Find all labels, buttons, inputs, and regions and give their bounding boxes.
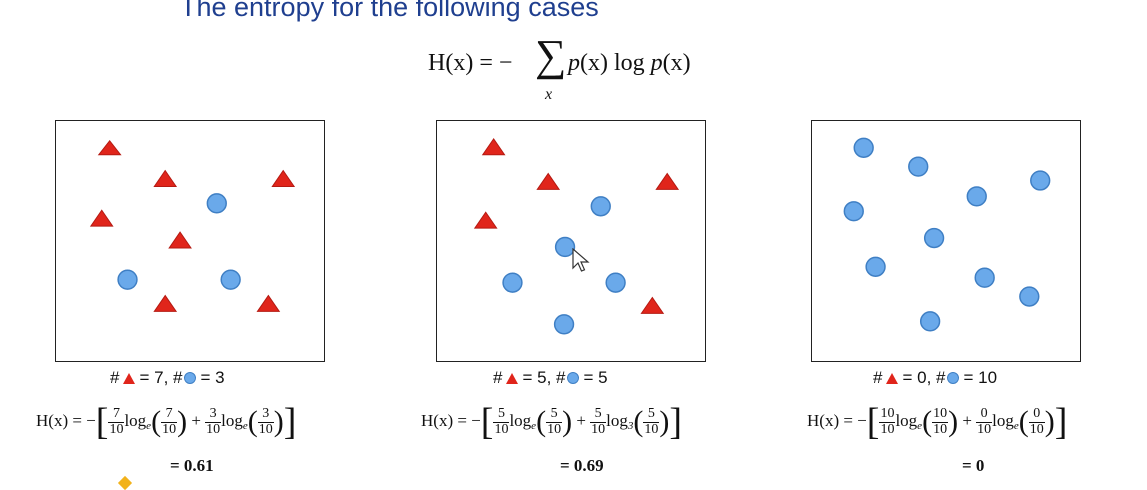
entropy-formula: H(x) = − ∑ x p(x) log p(x) [428,34,718,104]
case-1-scatter [89,140,296,312]
triangle-icon [123,372,136,384]
circle-marker [605,272,626,293]
circle-marker [908,156,929,177]
triangle-marker [536,172,561,190]
circle-marker [865,256,886,277]
formula-rhs: p(x) log p(x) [568,50,691,76]
triangle-marker [153,294,178,312]
triangle-icon [886,372,899,384]
triangle-marker [655,172,680,190]
formula-lhs: H(x) = − [428,50,513,76]
case-2-result: = 0.69 [560,456,604,475]
circle-icon [567,372,580,384]
case-3-result: = 0 [962,456,985,475]
triangle-marker [473,211,498,229]
circle-icon [947,372,960,384]
circle-marker [117,269,138,290]
triangle-marker [168,231,192,249]
case-3-scatter [843,137,1051,332]
circle-marker [502,272,523,293]
case-1-entropy-equation: H(x) = −[7 10 loge(7 10) + 3 10 loge(3 10)] [36,401,297,443]
summation-subscript: x [545,86,553,103]
circle-marker [220,269,241,290]
circle-marker [853,137,874,158]
circle-marker [553,314,575,335]
case-2-panel [436,120,706,362]
case-3-entropy-equation: H(x) = −[10 10 loge(10 10) + 0 10 loge(0 10)] [807,401,1068,443]
circle-marker [1030,170,1051,191]
case-2-entropy-equation: H(x) = −[5 10 loge(5 10) + 5 10 log3(5 10)] [421,401,683,443]
circle-icon [184,372,197,384]
case-1-result: = 0.61 [170,456,214,475]
circle-marker [843,201,864,222]
case-3-counts: # = 0, # = 10 [873,368,998,387]
triangle-marker [89,209,114,227]
circle-marker [966,186,987,207]
case-2-counts: # = 5, # = 5 [493,368,608,387]
circle-marker [554,236,576,258]
circle-marker [1019,286,1040,307]
case-3-panel [811,120,1081,362]
case-1-panel [55,120,325,362]
triangle-marker [271,169,296,187]
triangle-marker [640,296,665,314]
case-2-scatter [473,137,680,335]
circle-marker [590,196,611,217]
slide-title: The entropy for the following cases [180,0,599,22]
circle-marker [923,227,945,249]
triangle-marker [153,169,178,187]
mouse-cursor-icon [572,248,590,272]
circle-marker [206,193,227,214]
diamond-icon [117,475,133,490]
circle-marker [919,311,941,332]
circle-marker [974,267,995,288]
triangle-icon [506,372,519,384]
summation-symbol: ∑ [535,31,567,80]
triangle-marker [256,294,281,312]
case-1-counts: # = 7, # = 3 [110,368,225,387]
triangle-marker [97,140,122,156]
triangle-marker [481,137,506,156]
